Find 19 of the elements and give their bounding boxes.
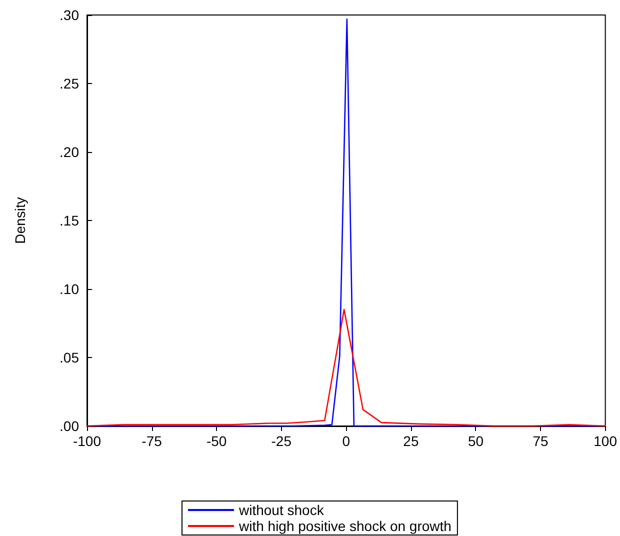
x-tick-label: 0 (342, 433, 350, 449)
legend-label: without shock (238, 502, 325, 518)
x-tick-label: 100 (594, 433, 618, 449)
x-tick-label: -100 (72, 433, 102, 449)
x-tick-label: -50 (206, 433, 227, 449)
y-tick-label: .15 (60, 212, 80, 228)
y-tick-label: .10 (60, 281, 80, 297)
x-tick-label: 25 (403, 433, 419, 449)
x-tick-label: -75 (142, 433, 162, 449)
x-tick-label: -25 (271, 433, 292, 449)
y-tick-label: .00 (60, 418, 80, 434)
y-tick-label: .25 (60, 76, 80, 92)
y-tick-label: .05 (60, 350, 80, 366)
x-tick-label: 50 (468, 433, 484, 449)
x-tick-label: 75 (532, 433, 549, 449)
legend-label: with high positive shock on growth (238, 518, 452, 534)
y-tick-label: .20 (60, 144, 80, 160)
y-tick-label: .30 (60, 7, 80, 23)
y-axis-title: Density (12, 197, 28, 244)
